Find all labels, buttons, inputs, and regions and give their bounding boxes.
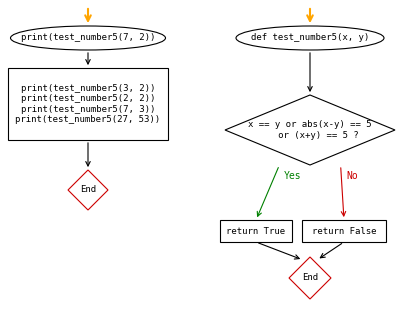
Bar bbox=[8, 68, 168, 140]
Text: print(test_number5(3, 2))
print(test_number5(2, 2))
print(test_number5(7, 3))
pr: print(test_number5(3, 2)) print(test_num… bbox=[15, 84, 161, 124]
Polygon shape bbox=[225, 95, 395, 165]
Ellipse shape bbox=[11, 26, 166, 50]
Text: Yes: Yes bbox=[283, 171, 301, 181]
Text: def test_number5(x, y): def test_number5(x, y) bbox=[251, 33, 369, 43]
Text: End: End bbox=[80, 186, 96, 194]
Text: End: End bbox=[302, 274, 318, 283]
Polygon shape bbox=[68, 170, 108, 210]
Text: No: No bbox=[347, 171, 358, 181]
Text: print(test_number5(7, 2)): print(test_number5(7, 2)) bbox=[21, 33, 155, 43]
Text: return True: return True bbox=[226, 227, 286, 235]
Ellipse shape bbox=[236, 26, 384, 50]
Bar bbox=[302, 220, 386, 242]
Bar bbox=[220, 220, 292, 242]
Polygon shape bbox=[289, 257, 331, 299]
Text: return False: return False bbox=[312, 227, 376, 235]
Text: x == y or abs(x-y) == 5
   or (x+y) == 5 ?: x == y or abs(x-y) == 5 or (x+y) == 5 ? bbox=[248, 120, 372, 140]
